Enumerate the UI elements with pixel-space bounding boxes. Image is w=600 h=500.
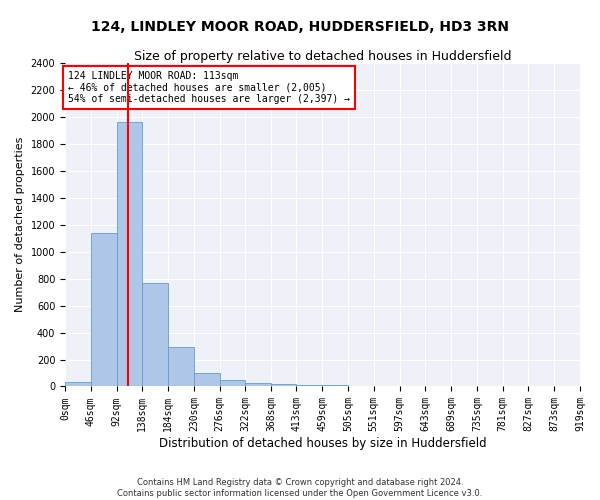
Bar [142, 282, 168, 387]
Text: Contains HM Land Registry data © Crown copyright and database right 2024.
Contai: Contains HM Land Registry data © Crown c… [118, 478, 482, 498]
X-axis label: Distribution of detached houses by size in Huddersfield: Distribution of detached houses by size … [159, 437, 487, 450]
Bar [65, 382, 91, 386]
Bar [116, 122, 142, 386]
Bar [168, 346, 194, 387]
Bar [296, 385, 322, 386]
Bar [271, 384, 296, 386]
Bar [91, 234, 116, 386]
Text: 124, LINDLEY MOOR ROAD, HUDDERSFIELD, HD3 3RN: 124, LINDLEY MOOR ROAD, HUDDERSFIELD, HD… [91, 20, 509, 34]
Title: Size of property relative to detached houses in Huddersfield: Size of property relative to detached ho… [134, 50, 511, 63]
Bar [194, 373, 220, 386]
Y-axis label: Number of detached properties: Number of detached properties [15, 137, 25, 312]
Text: 124 LINDLEY MOOR ROAD: 113sqm
← 46% of detached houses are smaller (2,005)
54% o: 124 LINDLEY MOOR ROAD: 113sqm ← 46% of d… [68, 71, 350, 104]
Bar [245, 383, 271, 386]
Bar [220, 380, 245, 386]
